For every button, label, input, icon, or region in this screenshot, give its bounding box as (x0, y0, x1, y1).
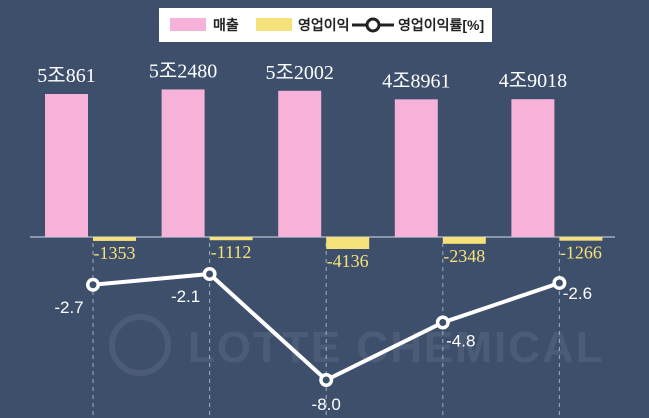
legend-swatch-revenue (170, 18, 206, 31)
operating-profit-bar (326, 237, 370, 249)
operating-profit-bar (559, 237, 603, 241)
revenue-bars (45, 89, 555, 237)
legend-label-revenue: 매출 (213, 17, 239, 33)
revenue-data-label: 5조2480 (149, 60, 217, 82)
revenue-bar (45, 94, 88, 237)
legend-label-operating-profit: 영업이익 (298, 17, 350, 33)
revenue-data-label: 5조861 (37, 65, 95, 87)
margin-point-center (439, 319, 447, 327)
margin-point-center (322, 376, 330, 384)
revenue-bar (278, 90, 322, 237)
operating-profit-data-label: -1112 (211, 242, 252, 262)
revenue-bar (394, 99, 438, 237)
margin-data-label: -4.8 (446, 332, 475, 351)
margin-point-center (89, 281, 97, 289)
revenue-data-label: 5조2002 (265, 62, 333, 84)
legend-swatch-operating-profit (256, 18, 292, 31)
legend-label-margin: 영업이익률[%] (398, 17, 484, 33)
margin-data-label: -2.7 (54, 298, 83, 317)
revenue-labels: 5조861 5조2480 5조2002 4조8961 4조9018 (37, 60, 567, 92)
revenue-data-label: 4조9018 (499, 70, 567, 92)
operating-profit-bar (209, 237, 253, 241)
operating-profit-bar (93, 237, 136, 241)
margin-data-label: -2.6 (563, 284, 592, 303)
revenue-bar (161, 89, 205, 237)
legend: 매출 영업이익 영업이익률[%] (159, 8, 492, 42)
operating-profit-bars (93, 237, 603, 249)
margin-labels: -2.7 -2.1 -8.0 -4.8 -2.6 (54, 284, 592, 414)
operating-profit-labels: -1353 -1112 -4136 -2348 -1266 (94, 242, 602, 271)
operating-profit-data-label: -2348 (443, 246, 485, 266)
operating-profit-data-label: -4136 (327, 251, 369, 271)
legend-marker-margin (365, 17, 381, 33)
operating-profit-data-label: -1353 (94, 243, 136, 263)
margin-point-center (555, 279, 563, 287)
margin-data-label: -8.0 (312, 395, 341, 414)
revenue-data-label: 4조8961 (382, 70, 450, 92)
drop-lines (92, 243, 560, 418)
margin-point-center (206, 270, 214, 278)
margin-line-series (86, 267, 567, 387)
margin-data-label: -2.1 (171, 287, 200, 306)
operating-profit-bar (442, 237, 486, 244)
operating-profit-data-label: -1266 (560, 243, 602, 263)
revenue-bar (511, 99, 555, 237)
watermark-logo-icon (109, 314, 171, 376)
legend-box (159, 8, 492, 42)
